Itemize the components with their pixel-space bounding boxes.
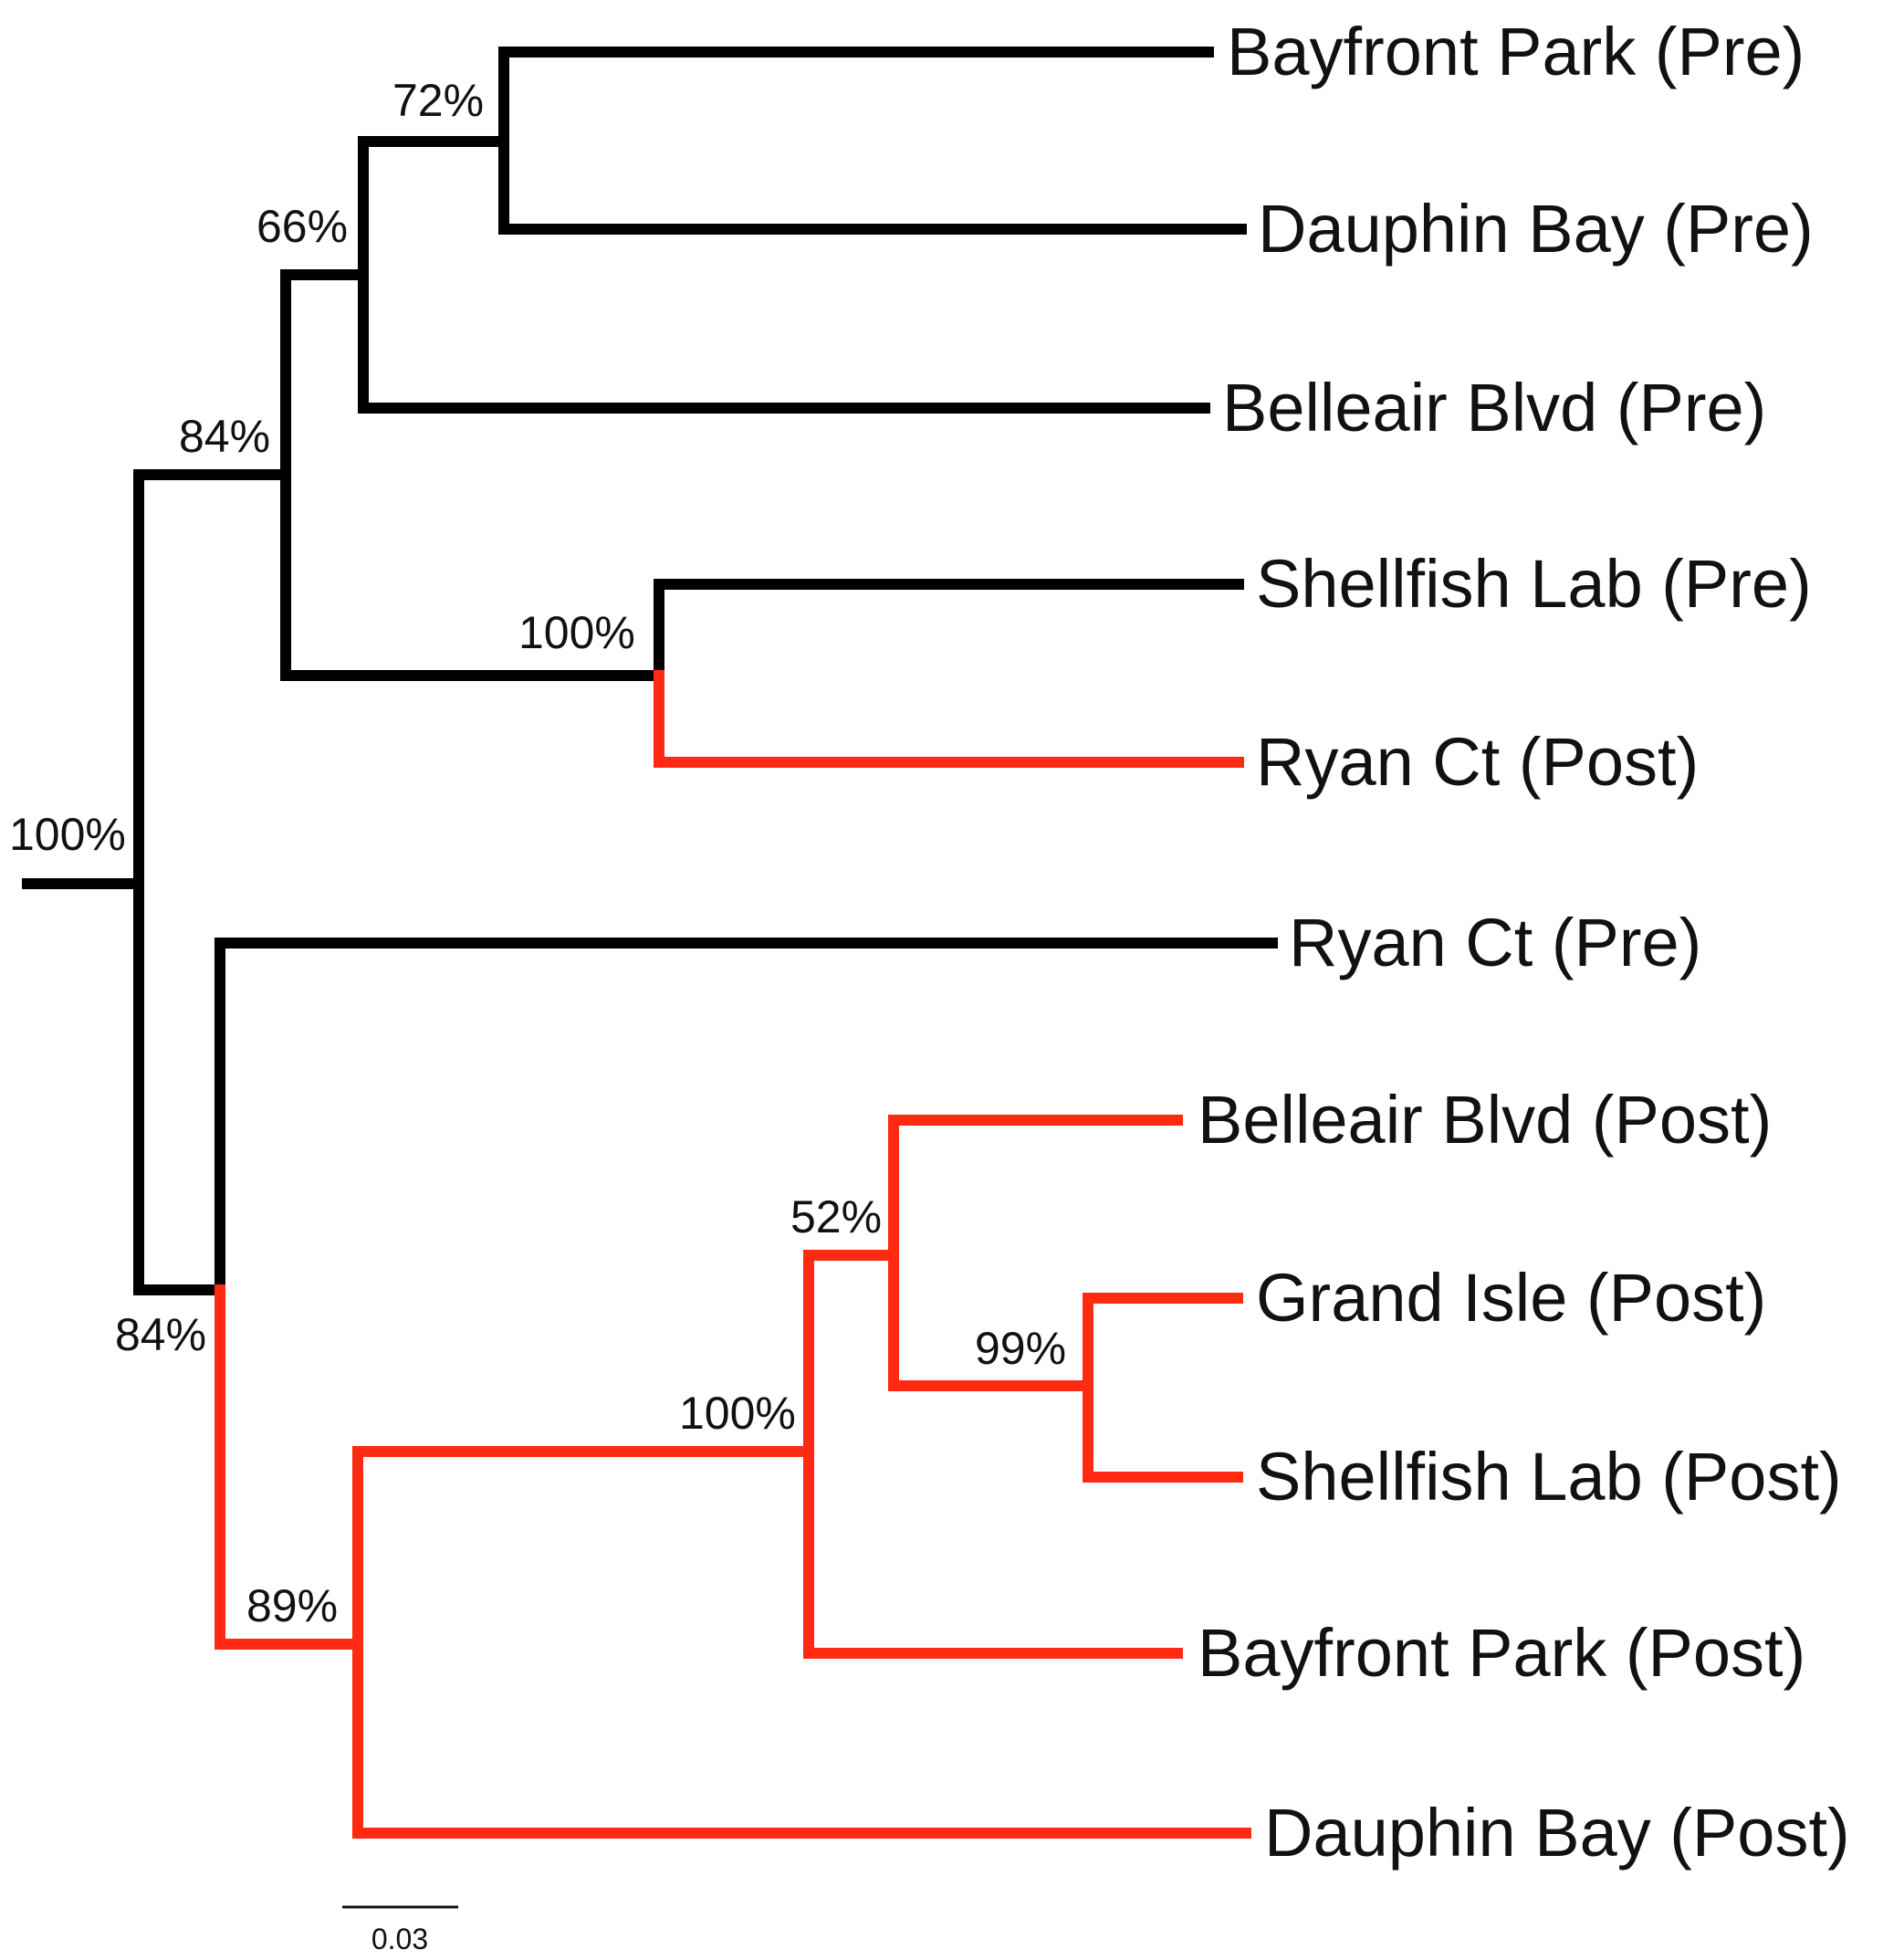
support-value: 66% xyxy=(256,201,348,252)
support-values: 100% 84% 66% 72% 100% 84% 89% 100% 52% 9… xyxy=(9,75,1066,1631)
leaf-label: Bayfront Park (Post) xyxy=(1198,1615,1805,1691)
support-value: 72% xyxy=(392,75,484,126)
support-value: 99% xyxy=(975,1323,1066,1374)
scale-bar: 0.03 xyxy=(342,1905,458,1955)
leaf-label: Ryan Ct (Post) xyxy=(1256,724,1699,800)
leaf-label: Grand Isle (Post) xyxy=(1256,1260,1766,1336)
support-value: 100% xyxy=(9,809,126,860)
scale-bar-label: 0.03 xyxy=(371,1923,428,1955)
support-value: 52% xyxy=(790,1191,882,1242)
support-value: 100% xyxy=(518,607,635,658)
support-value: 84% xyxy=(179,411,270,462)
leaf-label: Ryan Ct (Pre) xyxy=(1289,905,1701,980)
leaf-label: Dauphin Bay (Pre) xyxy=(1258,191,1814,267)
leaf-label: Bayfront Park (Pre) xyxy=(1227,14,1805,89)
leaf-label: Dauphin Bay (Post) xyxy=(1264,1795,1850,1871)
leaf-label: Shellfish Lab (Pre) xyxy=(1256,546,1812,622)
leaf-label: Belleair Blvd (Post) xyxy=(1198,1082,1772,1158)
leaf-label: Belleair Blvd (Pre) xyxy=(1222,370,1766,445)
leaf-labels: Bayfront Park (Pre) Dauphin Bay (Pre) Be… xyxy=(1198,14,1850,1871)
support-value: 89% xyxy=(246,1580,338,1631)
support-value: 84% xyxy=(115,1309,206,1360)
leaf-label: Shellfish Lab (Post) xyxy=(1256,1439,1842,1515)
post-branches xyxy=(214,670,1251,1839)
pre-branches xyxy=(22,47,1278,1295)
support-value: 100% xyxy=(679,1388,796,1439)
